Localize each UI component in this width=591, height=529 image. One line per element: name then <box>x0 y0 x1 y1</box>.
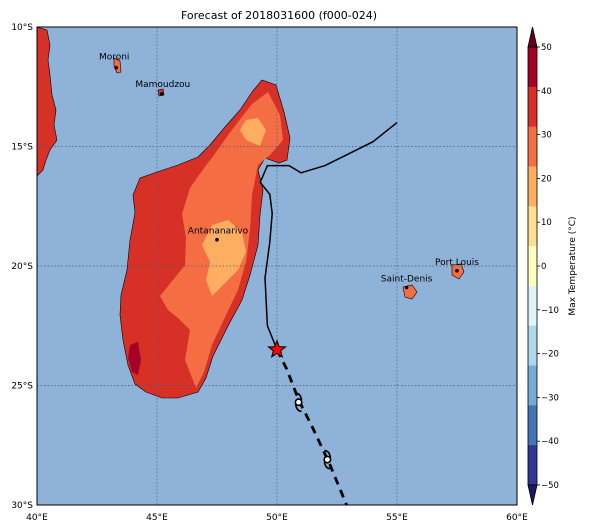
latitude-tick-label: 15°S <box>11 143 33 153</box>
africa-coast-land <box>36 26 58 177</box>
forecast-storm-track <box>275 349 348 506</box>
colorbar-segment <box>528 126 537 167</box>
city-dot <box>455 268 459 273</box>
colorbar-segment <box>528 285 537 327</box>
cyclone-icon <box>323 449 332 470</box>
latitude-tick-label: 25°S <box>11 382 33 392</box>
city-dot <box>160 92 164 96</box>
city-markers: Moroni Mamoudzou Antananarivo Port LouisSai… <box>99 53 479 290</box>
city-label: Mamoudzou <box>135 80 190 90</box>
cyclone-icon <box>294 392 303 413</box>
city-label: Moroni <box>99 53 130 63</box>
colorbar-tick-label: 0 <box>541 262 546 272</box>
colorbar-label: Max Temperature (°C) <box>568 216 578 315</box>
colorbar-segment <box>528 246 537 287</box>
city-dot <box>404 285 409 290</box>
observed-storm-track <box>259 122 398 350</box>
latitude-axis: 10°S 15°S 20°S 25°S 30°S <box>11 23 33 511</box>
madagascar-highland-zone <box>202 220 246 296</box>
graticule <box>37 27 517 505</box>
colorbar-segment <box>528 166 537 207</box>
colorbar-top-arrow <box>527 26 538 48</box>
latitude-tick-label: 20°S <box>11 262 33 272</box>
colorbar-tick-label: −10 <box>541 306 559 316</box>
land-temperature-fill <box>36 26 465 399</box>
colorbar-tick-label: 50 <box>541 43 552 53</box>
colorbar-tick-label: −50 <box>541 481 559 491</box>
colorbar-segment <box>528 47 537 88</box>
city-label: Port Louis <box>435 258 479 268</box>
longitude-tick-label: 60°E <box>506 513 528 523</box>
city-label: Saint-Denis <box>381 275 433 285</box>
map-area: Moroni Mamoudzou Antananarivo Port LouisSai… <box>36 26 518 506</box>
colorbar-tick-label: 20 <box>541 174 552 184</box>
city-dot <box>114 65 118 70</box>
longitude-tick-label: 50°E <box>266 513 288 523</box>
latitude-tick-label: 30°S <box>11 501 33 511</box>
colorbar-bottom-arrow <box>527 484 538 506</box>
colorbar-segment <box>528 445 537 486</box>
city-dot <box>215 237 219 242</box>
cyclone-symbols <box>294 392 332 470</box>
longitude-tick-label: 45°E <box>146 513 168 523</box>
colorbar-segment <box>528 206 537 247</box>
colorbar-tick-label: 40 <box>541 87 552 97</box>
colorbar-segment <box>528 365 537 406</box>
colorbar-segment <box>528 405 537 446</box>
colorbar-tick-label: 10 <box>541 218 552 228</box>
city-label: Antananarivo <box>188 227 249 237</box>
colorbar-tick-label: −20 <box>541 350 559 360</box>
longitude-axis: 40°E 45°E 50°E 55°E 60°E <box>26 513 528 523</box>
longitude-tick-label: 40°E <box>26 513 48 523</box>
colorbar-tick-label: −40 <box>541 437 559 447</box>
colorbar-segment <box>528 86 537 127</box>
latitude-tick-label: 10°S <box>11 23 33 33</box>
temperature-colorbar: 50 40 30 20 10 0 −10 −20 −30 −40 −50 <box>527 26 559 506</box>
colorbar-tick-label: −30 <box>541 393 559 403</box>
madagascar-hotspot <box>128 342 141 375</box>
madagascar-north-highland <box>240 118 266 146</box>
map-frame <box>36 26 518 506</box>
colorbar-tick-label: 30 <box>541 131 552 141</box>
current-position-star-icon <box>267 339 287 359</box>
longitude-tick-label: 55°E <box>386 513 408 523</box>
figure-title: Forecast of 2018031600 (f000-024) <box>181 9 377 22</box>
colorbar-segment <box>528 325 537 366</box>
